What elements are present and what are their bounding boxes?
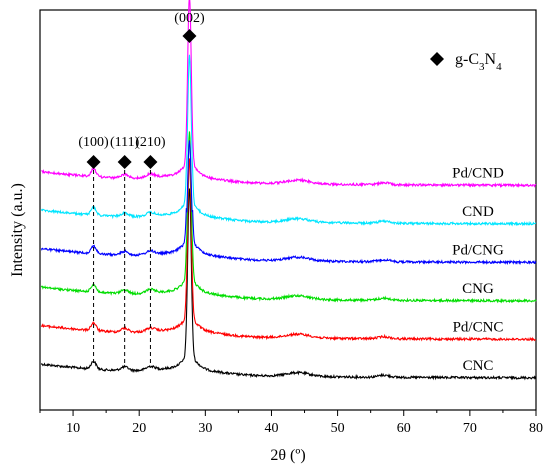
x-tick-label: 70 <box>463 421 477 436</box>
series-line <box>40 54 537 227</box>
y-axis-label: Intensity (a.u.) <box>9 183 26 277</box>
peak-diamond-icon <box>143 155 158 169</box>
series-line <box>40 131 537 304</box>
legend-diamond-icon <box>430 52 444 66</box>
peak-label: (111) <box>110 135 140 150</box>
series-line <box>41 0 537 189</box>
legend-label: g-C3N4 <box>455 51 502 73</box>
series-line <box>40 158 537 342</box>
x-tick-layer: 10 20 30 40 50 60 70 80 <box>39 410 543 436</box>
peak-label: (210) <box>135 135 166 150</box>
series-line <box>40 188 537 381</box>
peak-diamond-icon <box>117 155 132 169</box>
x-tick-label: 60 <box>397 421 411 436</box>
plot-frame <box>39 9 537 411</box>
series-label: CNG <box>462 281 494 297</box>
series-layer <box>40 0 537 381</box>
peak-diamond-icon <box>86 155 101 169</box>
peak-diamond-icon <box>182 29 197 43</box>
series-label: CNC <box>463 358 494 374</box>
x-axis-label: 2θ (º) <box>270 447 305 464</box>
series-label: Pd/CND <box>452 166 504 182</box>
x-tick-label: 80 <box>529 421 543 436</box>
x-tick-label: 40 <box>264 421 278 436</box>
series-label: Pd/CNG <box>452 243 504 259</box>
series-label: Pd/CNC <box>453 320 504 336</box>
x-tick-label: 30 <box>198 421 212 436</box>
series-line <box>40 140 537 266</box>
x-tick-label: 10 <box>66 421 80 436</box>
peak-label: (002) <box>174 11 205 26</box>
peak-label: (100) <box>78 135 109 150</box>
peak-marker-layer: (100) (111)(210) (002) <box>78 11 205 365</box>
series-label-layer: CNC Pd/CNC CNG Pd/CNG CND Pd/CND <box>452 166 504 375</box>
x-tick-label: 20 <box>132 421 146 436</box>
legend: g-C3N4 <box>430 51 502 73</box>
series-label: CND <box>462 204 494 220</box>
x-tick-label: 50 <box>331 421 345 436</box>
